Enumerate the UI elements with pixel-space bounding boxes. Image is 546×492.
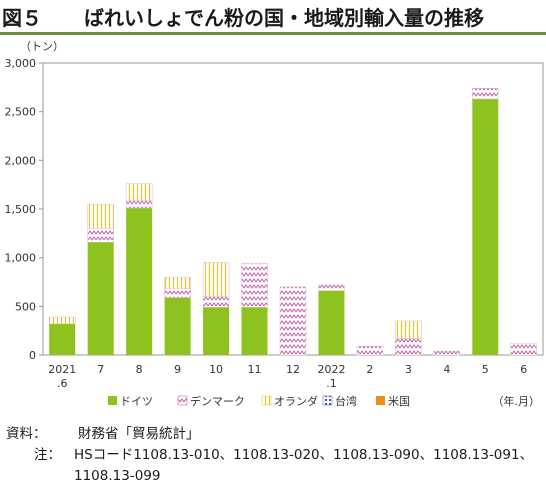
bar-segment-1	[203, 307, 230, 355]
legend-label-4: 台湾	[335, 394, 357, 408]
y-tick-label: 1,500	[5, 203, 37, 216]
x-tick-label: 4	[443, 363, 450, 376]
bar-segment-2	[125, 199, 153, 209]
legend-label-1: ドイツ	[120, 395, 153, 408]
legend-swatch-3	[261, 395, 272, 406]
x-tick-label: 11	[248, 363, 262, 376]
bar-segment-2	[202, 296, 230, 308]
bar-segment-2	[356, 345, 384, 356]
bar-segment-2	[510, 343, 538, 356]
y-unit-label: （トン）	[20, 40, 64, 53]
bar-segment-1	[241, 307, 268, 355]
y-tick-label: 2,500	[5, 106, 37, 119]
note-text: HSコード1108.13-010、1108.13-020、1108.13-090…	[74, 447, 534, 484]
bar-segment-3	[125, 183, 153, 201]
bar-segment-1	[318, 290, 345, 355]
bar-segment-3	[164, 276, 191, 290]
source-key: 資料：	[6, 426, 47, 442]
x-tick-label: 6	[520, 363, 527, 376]
figure-title: ばれいしょでん粉の国・地域別輸入量の推移	[84, 6, 484, 30]
x-tick-label: 2	[366, 363, 373, 376]
stacked-bar-chart: （トン） 0 500 1,000 1,500 2,000 2,500 3,000 2021.6…	[5, 40, 544, 408]
x-tick-label: 9	[174, 363, 181, 376]
legend-swatch-5	[376, 396, 385, 405]
legend-label-3: オランダ	[274, 394, 318, 408]
y-tick-label: 500	[15, 300, 36, 313]
bar-segment-2	[395, 338, 422, 356]
x-tick-label: .1	[326, 377, 337, 390]
bar-segment-2	[318, 284, 345, 292]
y-tick-label: 1,000	[5, 252, 37, 265]
source-row: 資料： 財務省「貿易統計」	[6, 424, 542, 445]
x-tick-label: 10	[209, 363, 223, 376]
bar-segment-2	[279, 286, 307, 356]
legend-label-5: 米国	[388, 395, 410, 408]
bar-segment-2	[87, 228, 114, 243]
y-tick-label: 0	[29, 349, 36, 362]
bar-segment-3	[48, 316, 76, 325]
y-tick-label: 3,000	[5, 57, 37, 70]
legend-swatch-1	[108, 396, 117, 405]
x-tick-label: 7	[97, 363, 104, 376]
legend-swatch-2	[177, 395, 188, 406]
bar-segment-2	[241, 263, 268, 308]
notes-block: 資料： 財務省「貿易統計」 注： HSコード1108.13-010、1108.1…	[6, 424, 542, 487]
x-tick-label: 5	[482, 363, 489, 376]
legend-swatch-4	[322, 395, 333, 406]
bar-segment-1	[87, 242, 114, 355]
x-tick-label: 3	[405, 363, 412, 376]
x-tick-label: .6	[57, 377, 68, 390]
x-tick-label: 2022	[317, 363, 345, 376]
figure-title-bar: 図５ ばれいしょでん粉の国・地域別輸入量の推移	[0, 0, 546, 35]
bar-segment-1	[164, 297, 191, 355]
x-tick-label: 8	[136, 363, 143, 376]
bar-segment-2	[433, 350, 461, 356]
bar-segment-1	[49, 323, 76, 355]
bar-segment-2	[164, 288, 191, 298]
figure-label: 図５	[2, 6, 42, 30]
bar-segment-3	[87, 203, 114, 229]
note-row: 注： HSコード1108.13-010、1108.13-020、1108.13-…	[6, 445, 542, 487]
source-text: 財務省「貿易統計」	[78, 426, 200, 442]
bar-segment-3	[395, 320, 422, 339]
y-tick-label: 2,000	[5, 154, 37, 167]
bar-segment-1	[472, 99, 499, 355]
bar-segment-3	[202, 262, 230, 297]
legend-label-2: デンマーク	[190, 394, 245, 408]
x-tick-label: 12	[286, 363, 300, 376]
bar-segment-2	[472, 88, 499, 100]
bar-segment-1	[126, 208, 153, 355]
x-tick-label: 2021	[48, 363, 76, 376]
x-unit-label: （年.月）	[493, 394, 541, 408]
note-key: 注：	[34, 447, 61, 463]
